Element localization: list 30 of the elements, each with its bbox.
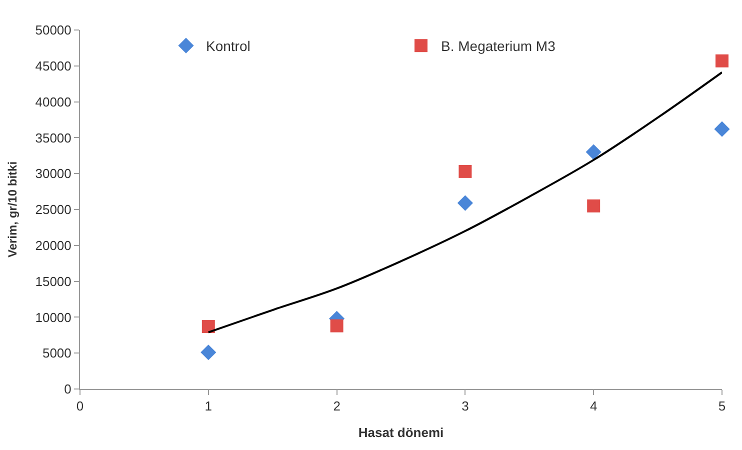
point — [200, 344, 216, 360]
point — [716, 54, 728, 68]
x-axis-title: Hasat dönemi — [358, 425, 444, 440]
point — [586, 144, 602, 160]
y-tick-label: 0 — [64, 382, 72, 397]
y-tick-label: 35000 — [35, 130, 72, 146]
y-tick-label: 40000 — [35, 94, 72, 110]
x-tick-label: 5 — [718, 398, 726, 414]
y-tick-label: 10000 — [35, 310, 72, 325]
y-tick-label: 20000 — [35, 238, 72, 253]
y-tick-label: 30000 — [35, 166, 72, 182]
point — [202, 320, 215, 334]
y-tick-label: 5000 — [42, 346, 72, 361]
x-tick-label: 4 — [590, 398, 598, 414]
point — [714, 121, 730, 137]
legend-label: B. Megaterium M3 — [441, 38, 556, 54]
x-tick-label: 1 — [204, 398, 212, 414]
point — [330, 319, 344, 332]
x-tick-label: 0 — [76, 398, 84, 414]
x-tick-label: 3 — [462, 398, 469, 414]
y-tick-label: 15000 — [35, 274, 72, 289]
y-tick-label: 50000 — [35, 22, 72, 38]
y-tick-label: 25000 — [35, 202, 72, 218]
point — [587, 199, 600, 212]
x-tick-label: 2 — [333, 398, 340, 414]
legend-label: Kontrol — [206, 38, 250, 54]
point — [458, 164, 472, 178]
y-axis-title: Verim, gr/10 bitki — [6, 161, 20, 258]
y-tick-label: 45000 — [35, 58, 72, 74]
point — [457, 195, 473, 211]
